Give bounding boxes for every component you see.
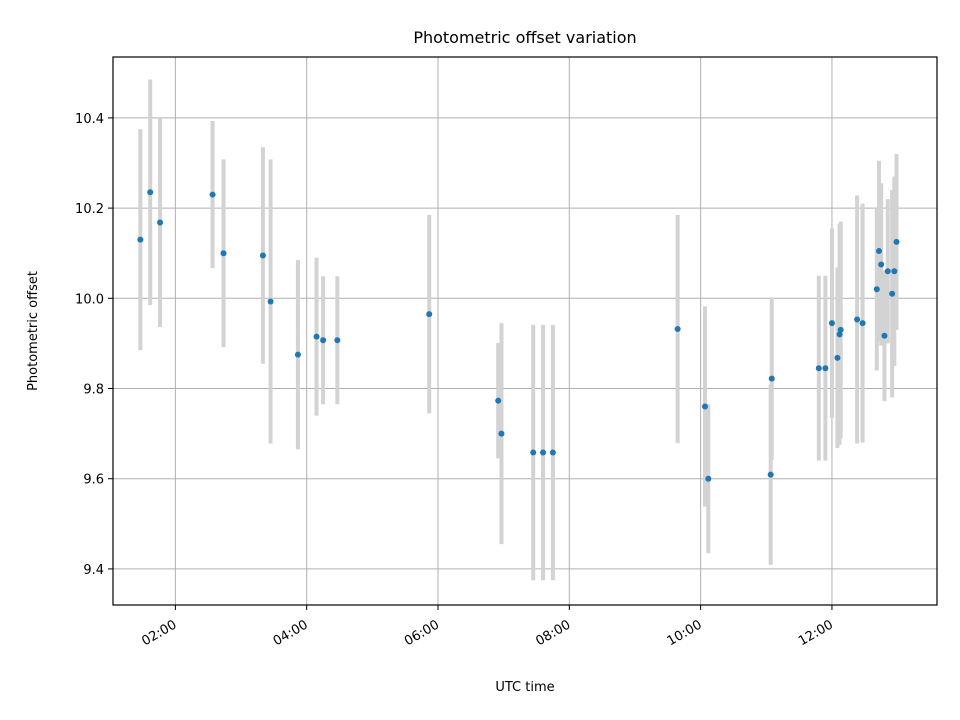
y-tick-label: 10.4 xyxy=(75,112,104,127)
x-axis-label: UTC time xyxy=(495,680,554,695)
data-point xyxy=(495,397,502,404)
data-point xyxy=(893,238,900,245)
data-point xyxy=(294,351,301,358)
data-point xyxy=(705,475,712,482)
y-tick-label: 9.4 xyxy=(83,563,104,578)
y-tick-label: 10.2 xyxy=(75,202,104,217)
y-axis-ticks: 9.4 9.6 9.8 10.0 10.2 10.4 xyxy=(75,112,113,578)
data-point xyxy=(878,261,885,268)
y-axis-label: Photometric offset xyxy=(26,271,41,391)
grid-lines xyxy=(113,57,937,605)
y-tick-label: 9.6 xyxy=(83,473,104,488)
data-point xyxy=(767,471,774,478)
data-point xyxy=(313,333,320,340)
data-point xyxy=(889,290,896,297)
data-point xyxy=(530,449,537,456)
data-point xyxy=(147,189,154,196)
y-tick-label: 9.8 xyxy=(83,383,104,398)
data-point xyxy=(220,250,227,257)
data-point xyxy=(702,403,709,410)
data-point xyxy=(873,286,880,293)
x-tick-label: 10:00 xyxy=(665,617,705,649)
x-tick-label: 12:00 xyxy=(796,617,836,649)
plot-frame xyxy=(112,56,938,606)
chart-title: Photometric offset variation xyxy=(413,28,636,47)
data-point xyxy=(768,375,775,382)
data-point xyxy=(137,236,144,243)
data-point xyxy=(822,365,829,372)
data-point xyxy=(854,316,861,323)
data-point xyxy=(876,247,883,254)
data-point xyxy=(334,337,341,344)
data-point xyxy=(209,191,216,198)
data-point xyxy=(891,268,898,275)
x-axis-ticks: 02:00 04:00 06:00 08:00 10:00 12:00 xyxy=(139,605,836,649)
data-point xyxy=(549,449,556,456)
x-tick-label: 02:00 xyxy=(139,617,179,649)
data-point xyxy=(320,337,327,344)
x-tick-label: 08:00 xyxy=(533,617,573,649)
data-point xyxy=(881,332,888,339)
data-point xyxy=(674,325,681,332)
data-point xyxy=(834,354,841,361)
data-point xyxy=(426,311,433,318)
y-tick-label: 10.0 xyxy=(75,292,104,307)
data-point xyxy=(498,430,505,437)
data-point xyxy=(815,365,822,372)
data-point xyxy=(540,449,547,456)
data-point xyxy=(828,320,835,327)
data-point xyxy=(267,298,274,305)
error-bars xyxy=(138,79,899,581)
data-point xyxy=(157,219,164,226)
data-point xyxy=(884,268,891,275)
data-point xyxy=(859,320,866,327)
data-point xyxy=(837,326,844,333)
data-point xyxy=(259,252,266,259)
data-point xyxy=(836,331,843,338)
x-tick-label: 06:00 xyxy=(402,617,442,649)
x-tick-label: 04:00 xyxy=(271,617,311,649)
data-points xyxy=(137,189,900,482)
